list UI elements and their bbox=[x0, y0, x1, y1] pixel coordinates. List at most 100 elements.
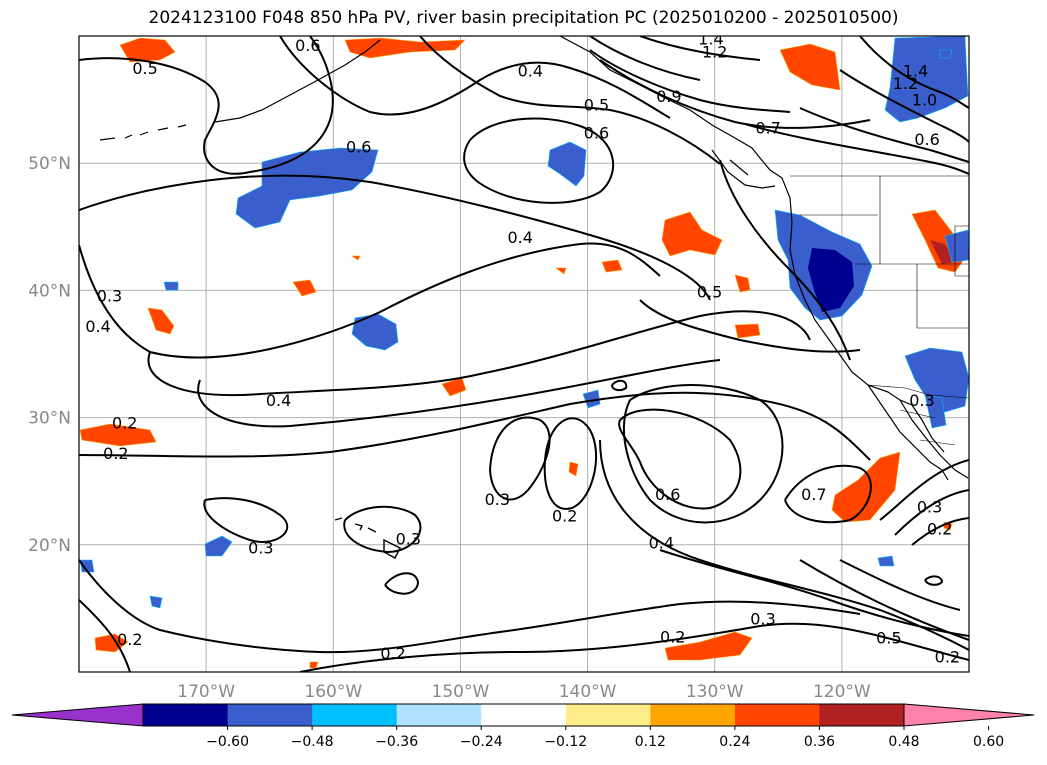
pv-contour-line bbox=[79, 391, 871, 461]
precip-negative-patch bbox=[944, 229, 969, 263]
pv-contour-label: 0.4 bbox=[507, 228, 532, 247]
pv-contour-line bbox=[911, 517, 969, 546]
colorbar-tick-label: −0.48 bbox=[291, 734, 334, 750]
pv-contour-labels: 0.50.60.40.50.60.61.41.20.90.71.41.21.00… bbox=[85, 30, 960, 667]
colorbar-tick-label: 0.60 bbox=[973, 734, 1004, 750]
precip-negative-patch bbox=[547, 141, 587, 187]
colorbar-tick-label: 0.48 bbox=[888, 734, 919, 750]
precip-positive-patch bbox=[344, 37, 466, 59]
colorbar-extend-min bbox=[11, 703, 144, 727]
colorbar-segment bbox=[650, 704, 736, 726]
pv-contour-label: 0.7 bbox=[755, 119, 780, 138]
precip-negative-patch bbox=[351, 313, 399, 351]
island bbox=[354, 523, 364, 531]
colorbar-tick-label: 0.24 bbox=[719, 734, 750, 750]
pv-contour-label: 0.2 bbox=[660, 627, 685, 646]
pv-contour-label: 0.5 bbox=[132, 59, 157, 78]
precip-negative-patch bbox=[939, 49, 953, 59]
colorbar-tick-label: −0.24 bbox=[460, 734, 503, 750]
precip-positive-patch bbox=[441, 377, 467, 397]
pv-contour-line bbox=[799, 107, 969, 163]
precip-positive-patch bbox=[664, 631, 753, 661]
precip-positive-patch bbox=[661, 211, 723, 257]
pv-contour-line bbox=[894, 489, 969, 536]
pv-contour-label: 0.2 bbox=[380, 644, 405, 663]
us-mexico-border bbox=[867, 384, 969, 399]
precip-positive-patch bbox=[779, 43, 841, 91]
chart-title: 2024123100 F048 850 hPa PV, river basin … bbox=[148, 8, 899, 28]
pv-contour-line bbox=[203, 497, 289, 543]
precip-positive-patch bbox=[734, 274, 751, 293]
pv-contour-label: 0.3 bbox=[909, 391, 934, 410]
coastlines bbox=[99, 36, 969, 481]
pv-contour-label: 0.3 bbox=[917, 498, 942, 517]
colorbar-tick-label: −0.12 bbox=[544, 734, 587, 750]
precip-positive-patch bbox=[292, 279, 317, 297]
lat-tick-label: 50°N bbox=[28, 154, 71, 174]
precip-positive-patch bbox=[351, 255, 361, 261]
pv-contour-label: 0.2 bbox=[935, 648, 960, 667]
baja-peninsula-coastline bbox=[867, 384, 949, 481]
lon-tick-label: 150°W bbox=[432, 682, 490, 702]
pv-contour-line bbox=[589, 36, 701, 81]
hawaiian-islands bbox=[334, 517, 401, 559]
pv-contour-line bbox=[543, 417, 598, 510]
pv-contours bbox=[79, 36, 969, 672]
precip-strong-negative-core bbox=[808, 248, 854, 312]
pv-contour-label: 0.3 bbox=[97, 286, 122, 305]
island bbox=[334, 517, 343, 521]
map-background bbox=[79, 36, 969, 672]
latitude-labels: 20°N 30°N 40°N 50°N bbox=[28, 154, 71, 556]
aleutian-islands bbox=[99, 124, 187, 141]
pv-contour-line bbox=[784, 464, 872, 524]
pv-contour-line bbox=[839, 559, 961, 611]
pv-contour-label: 0.4 bbox=[266, 391, 291, 410]
pv-contour-line bbox=[197, 359, 721, 428]
longitude-labels: 170°W 160°W 150°W 140°W 130°W 120°W bbox=[177, 682, 871, 702]
pv-contour-label: 0.2 bbox=[552, 507, 577, 526]
pv-contour-line bbox=[622, 384, 784, 524]
lat-tick-label: 30°N bbox=[28, 409, 71, 429]
pv-contour-line bbox=[489, 416, 551, 501]
colorbar-frame bbox=[142, 703, 905, 727]
colorbar-segment bbox=[481, 704, 567, 726]
pv-contour-line bbox=[859, 36, 969, 109]
pv-contour-line bbox=[599, 59, 871, 129]
pv-contour-line bbox=[299, 622, 969, 672]
pv-contour-line bbox=[611, 379, 628, 392]
pv-contour-label: 0.5 bbox=[584, 96, 609, 115]
precip-strong-positive-core bbox=[930, 240, 955, 264]
pv-contour-label: 0.2 bbox=[117, 630, 142, 649]
pv-contour-line bbox=[744, 123, 969, 175]
pv-contour-line bbox=[463, 117, 614, 204]
precip-positive-patch bbox=[734, 323, 761, 339]
lon-tick-label: 140°W bbox=[559, 682, 617, 702]
lon-tick-label: 170°W bbox=[177, 682, 235, 702]
colorbar-tick-label: −0.60 bbox=[206, 734, 249, 750]
pv-contour-line bbox=[79, 559, 861, 654]
pv-contour-label: 0.4 bbox=[649, 533, 674, 552]
pv-contour-line bbox=[618, 408, 742, 510]
precip-positive-patch bbox=[601, 259, 623, 273]
precip-negative-patch bbox=[204, 535, 233, 557]
pv-contour-label: 1.2 bbox=[893, 74, 918, 93]
precip-positive-patch bbox=[568, 461, 579, 477]
precip-positive-patch bbox=[147, 307, 175, 335]
pv-contour-label: 1.4 bbox=[698, 30, 723, 49]
precip-negative-patch bbox=[79, 559, 95, 573]
colorbar: −0.60 −0.48 −0.36 −0.24 −0.12 0.12 0.24 0.36 0.4… bbox=[11, 703, 1035, 750]
pv-contour-line bbox=[79, 599, 131, 672]
precip-positive-patch bbox=[119, 37, 176, 63]
colorbar-segment bbox=[565, 704, 651, 726]
precip-negative-patch bbox=[163, 281, 179, 291]
pv-contour-line bbox=[419, 36, 721, 165]
pv-contour-line bbox=[79, 36, 334, 175]
pv-contour-label: 0.6 bbox=[295, 36, 320, 55]
pv-contour-label: 0.2 bbox=[927, 519, 952, 538]
precip-positive-patch bbox=[555, 267, 567, 275]
alaska-peninsula-coastline bbox=[214, 39, 381, 123]
pv-contour-line bbox=[879, 459, 969, 521]
precipitation-shading bbox=[79, 36, 969, 669]
mexico-state-borders bbox=[899, 409, 956, 446]
